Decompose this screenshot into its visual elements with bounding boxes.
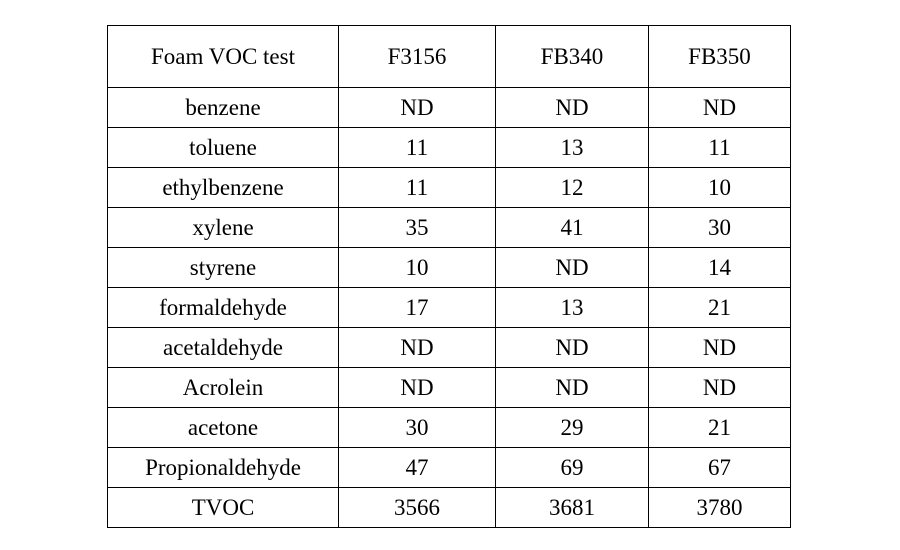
table-row: styrene 10 ND 14: [107, 247, 791, 288]
voc-table: Foam VOC test F3156 FB340 FB350 benzene ND ND…: [107, 25, 791, 528]
compound-cell: formaldehyde: [107, 287, 339, 328]
table-row: formaldehyde 17 13 21: [107, 287, 791, 328]
value-cell: 21: [648, 407, 791, 448]
value-cell: 13: [495, 287, 649, 328]
header-cell: Foam VOC test: [107, 25, 339, 88]
compound-cell: acetaldehyde: [107, 327, 339, 368]
table-row: toluene 11 13 11: [107, 127, 791, 168]
value-cell: 30: [338, 407, 496, 448]
value-cell: 14: [648, 247, 791, 288]
value-cell: ND: [648, 327, 791, 368]
value-cell: 69: [495, 447, 649, 488]
compound-cell: acetone: [107, 407, 339, 448]
value-cell: 3681: [495, 487, 649, 528]
value-cell: 67: [648, 447, 791, 488]
compound-cell: xylene: [107, 207, 339, 248]
table-row: acetone 30 29 21: [107, 407, 791, 448]
value-cell: 47: [338, 447, 496, 488]
value-cell: 35: [338, 207, 496, 248]
value-cell: 11: [648, 127, 791, 168]
table-row: Acrolein ND ND ND: [107, 367, 791, 408]
value-cell: 10: [648, 167, 791, 208]
value-cell: ND: [495, 247, 649, 288]
value-cell: 13: [495, 127, 649, 168]
value-cell: 3566: [338, 487, 496, 528]
compound-cell: Propionaldehyde: [107, 447, 339, 488]
value-cell: ND: [338, 327, 496, 368]
header-row: Foam VOC test F3156 FB340 FB350: [107, 25, 791, 88]
value-cell: ND: [495, 367, 649, 408]
value-cell: ND: [648, 367, 791, 408]
header-cell: FB340: [495, 25, 649, 88]
value-cell: 30: [648, 207, 791, 248]
compound-cell: TVOC: [107, 487, 339, 528]
value-cell: 3780: [648, 487, 791, 528]
value-cell: 17: [338, 287, 496, 328]
table-row: ethylbenzene 11 12 10: [107, 167, 791, 208]
compound-cell: benzene: [107, 87, 339, 128]
header-cell: FB350: [648, 25, 791, 88]
compound-cell: Acrolein: [107, 367, 339, 408]
compound-cell: toluene: [107, 127, 339, 168]
table-row: xylene 35 41 30: [107, 207, 791, 248]
compound-cell: styrene: [107, 247, 339, 288]
value-cell: ND: [338, 87, 496, 128]
table-row: acetaldehyde ND ND ND: [107, 327, 791, 368]
value-cell: 21: [648, 287, 791, 328]
value-cell: 10: [338, 247, 496, 288]
value-cell: ND: [495, 327, 649, 368]
value-cell: ND: [648, 87, 791, 128]
compound-cell: ethylbenzene: [107, 167, 339, 208]
value-cell: 11: [338, 167, 496, 208]
table-row: TVOC 3566 3681 3780: [107, 487, 791, 528]
value-cell: 12: [495, 167, 649, 208]
header-cell: F3156: [338, 25, 496, 88]
value-cell: 11: [338, 127, 496, 168]
value-cell: ND: [495, 87, 649, 128]
table-row: benzene ND ND ND: [107, 87, 791, 128]
value-cell: 41: [495, 207, 649, 248]
table-row: Propionaldehyde 47 69 67: [107, 447, 791, 488]
value-cell: 29: [495, 407, 649, 448]
value-cell: ND: [338, 367, 496, 408]
